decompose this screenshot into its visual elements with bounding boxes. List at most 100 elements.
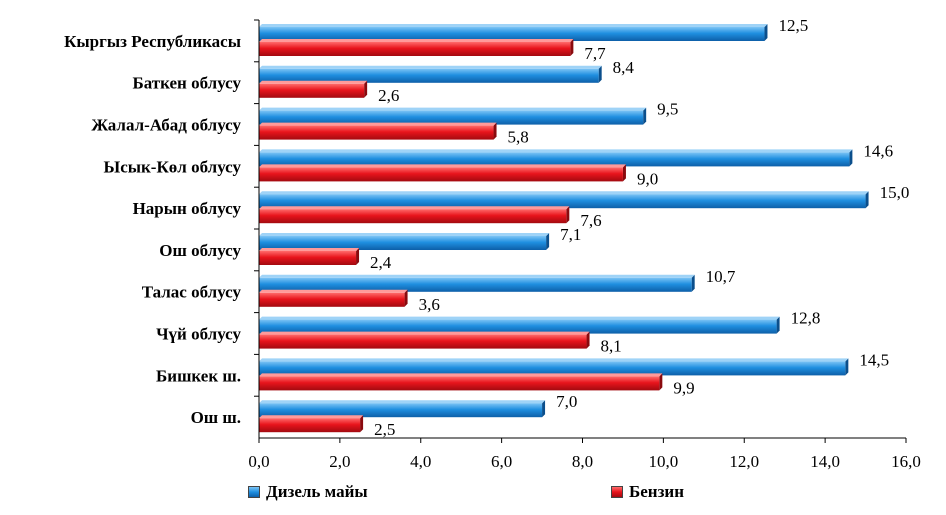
x-tick-label: 2,0 — [329, 452, 350, 471]
category-label: Талас облусу — [142, 283, 242, 302]
petrol-bar — [259, 292, 405, 307]
petrol-data-label: 5,8 — [508, 128, 529, 147]
diesel-bar-side — [865, 191, 869, 209]
diesel-bar — [259, 110, 644, 125]
category-label: Бишкек ш. — [156, 366, 241, 385]
x-tick-label: 12,0 — [729, 452, 759, 471]
diesel-data-label: 12,8 — [791, 309, 821, 328]
diesel-data-label: 10,7 — [706, 267, 736, 286]
petrol-bar-side — [622, 164, 626, 182]
diesel-bar-top — [259, 233, 550, 236]
legend-item-diesel: Дизель майы — [248, 482, 368, 502]
diesel-data-label: 7,0 — [556, 392, 577, 411]
petrol-bar-side — [356, 248, 360, 265]
x-tick-label: 14,0 — [810, 452, 840, 471]
diesel-data-label: 8,4 — [613, 58, 635, 77]
legend-label-diesel: Дизель майы — [266, 482, 368, 501]
petrol-bar-side — [493, 122, 497, 140]
petrol-bar-top — [259, 415, 364, 419]
petrol-data-label: 2,4 — [370, 253, 392, 272]
petrol-bar — [259, 167, 623, 182]
x-tick-label: 8,0 — [572, 452, 593, 471]
petrol-bar-top — [259, 39, 574, 42]
x-tick-label: 4,0 — [410, 452, 431, 471]
diesel-bar-side — [643, 107, 647, 125]
diesel-bar-top — [259, 316, 780, 320]
diesel-bar-side — [849, 149, 853, 167]
category-label: Кыргыз Республикасы — [64, 32, 241, 51]
diesel-bar — [259, 68, 599, 83]
category-label: Жалал-Абад облусу — [91, 116, 241, 135]
legend-swatch-petrol — [611, 486, 623, 498]
diesel-bar-top — [259, 149, 853, 153]
diesel-data-label: 14,5 — [859, 350, 889, 369]
petrol-data-label: 9,9 — [673, 378, 694, 397]
x-tick-label: 16,0 — [891, 452, 921, 471]
diesel-bar — [259, 152, 850, 167]
petrol-data-label: 8,1 — [601, 337, 622, 356]
petrol-bar-top — [259, 373, 663, 377]
diesel-bar — [259, 361, 846, 376]
diesel-data-label: 12,5 — [778, 16, 808, 35]
diesel-bar-side — [691, 274, 695, 292]
petrol-bar-side — [659, 373, 663, 391]
petrol-data-label: 9,0 — [637, 169, 658, 188]
diesel-bar-top — [259, 191, 869, 195]
petrol-bar-side — [570, 39, 574, 56]
diesel-bar — [259, 27, 765, 41]
legend-item-petrol: Бензин — [611, 482, 684, 502]
category-label: Чүй облусу — [156, 325, 241, 344]
petrol-bar — [259, 334, 587, 349]
petrol-data-label: 3,6 — [419, 295, 440, 314]
category-label: Ош ш. — [191, 408, 241, 427]
diesel-bar-side — [845, 358, 849, 376]
diesel-bar — [259, 277, 692, 292]
legend-label-petrol: Бензин — [629, 482, 685, 501]
petrol-bar-side — [566, 206, 570, 224]
x-tick-label: 6,0 — [491, 452, 512, 471]
petrol-bar — [259, 83, 365, 98]
petrol-bar-side — [364, 80, 368, 98]
x-tick-label: 10,0 — [649, 452, 679, 471]
category-label: Баткен облусу — [132, 74, 241, 93]
petrol-data-label: 7,7 — [584, 44, 606, 63]
diesel-bar — [259, 403, 543, 418]
petrol-bar — [259, 418, 361, 433]
diesel-bar-top — [259, 107, 647, 111]
petrol-data-label: 7,6 — [580, 211, 601, 230]
diesel-bar-top — [259, 400, 546, 404]
diesel-bar-top — [259, 24, 768, 27]
diesel-bar-side — [546, 233, 550, 250]
petrol-bar-top — [259, 164, 626, 168]
x-tick-label: 0,0 — [248, 452, 269, 471]
diesel-bar-top — [259, 358, 849, 362]
petrol-bar — [259, 42, 571, 56]
petrol-bar-top — [259, 206, 570, 210]
petrol-bar-top — [259, 122, 497, 126]
legend-swatch-diesel — [248, 486, 260, 498]
petrol-bar-top — [259, 80, 368, 84]
diesel-data-label: 14,6 — [863, 141, 893, 160]
petrol-bar-top — [259, 331, 590, 335]
petrol-bar — [259, 209, 567, 224]
petrol-bar — [259, 125, 494, 140]
diesel-bar-top — [259, 65, 602, 69]
petrol-data-label: 2,6 — [378, 86, 399, 105]
category-label: Ысык-Көл облусу — [104, 157, 242, 176]
diesel-bar-side — [542, 400, 546, 418]
category-label: Нарын облусу — [133, 199, 242, 218]
petrol-bar — [259, 376, 660, 391]
diesel-bar-side — [598, 65, 602, 83]
petrol-bar-side — [404, 289, 408, 307]
diesel-bar — [259, 194, 866, 209]
diesel-bar — [259, 319, 777, 334]
petrol-bar-side — [586, 331, 590, 349]
diesel-bar-side — [764, 24, 768, 41]
diesel-bar-top — [259, 274, 695, 278]
petrol-bar — [259, 251, 357, 265]
petrol-bar-top — [259, 248, 360, 251]
petrol-bar-side — [360, 415, 364, 433]
petrol-data-label: 2,5 — [374, 420, 395, 439]
category-label: Ош облусу — [159, 241, 241, 260]
